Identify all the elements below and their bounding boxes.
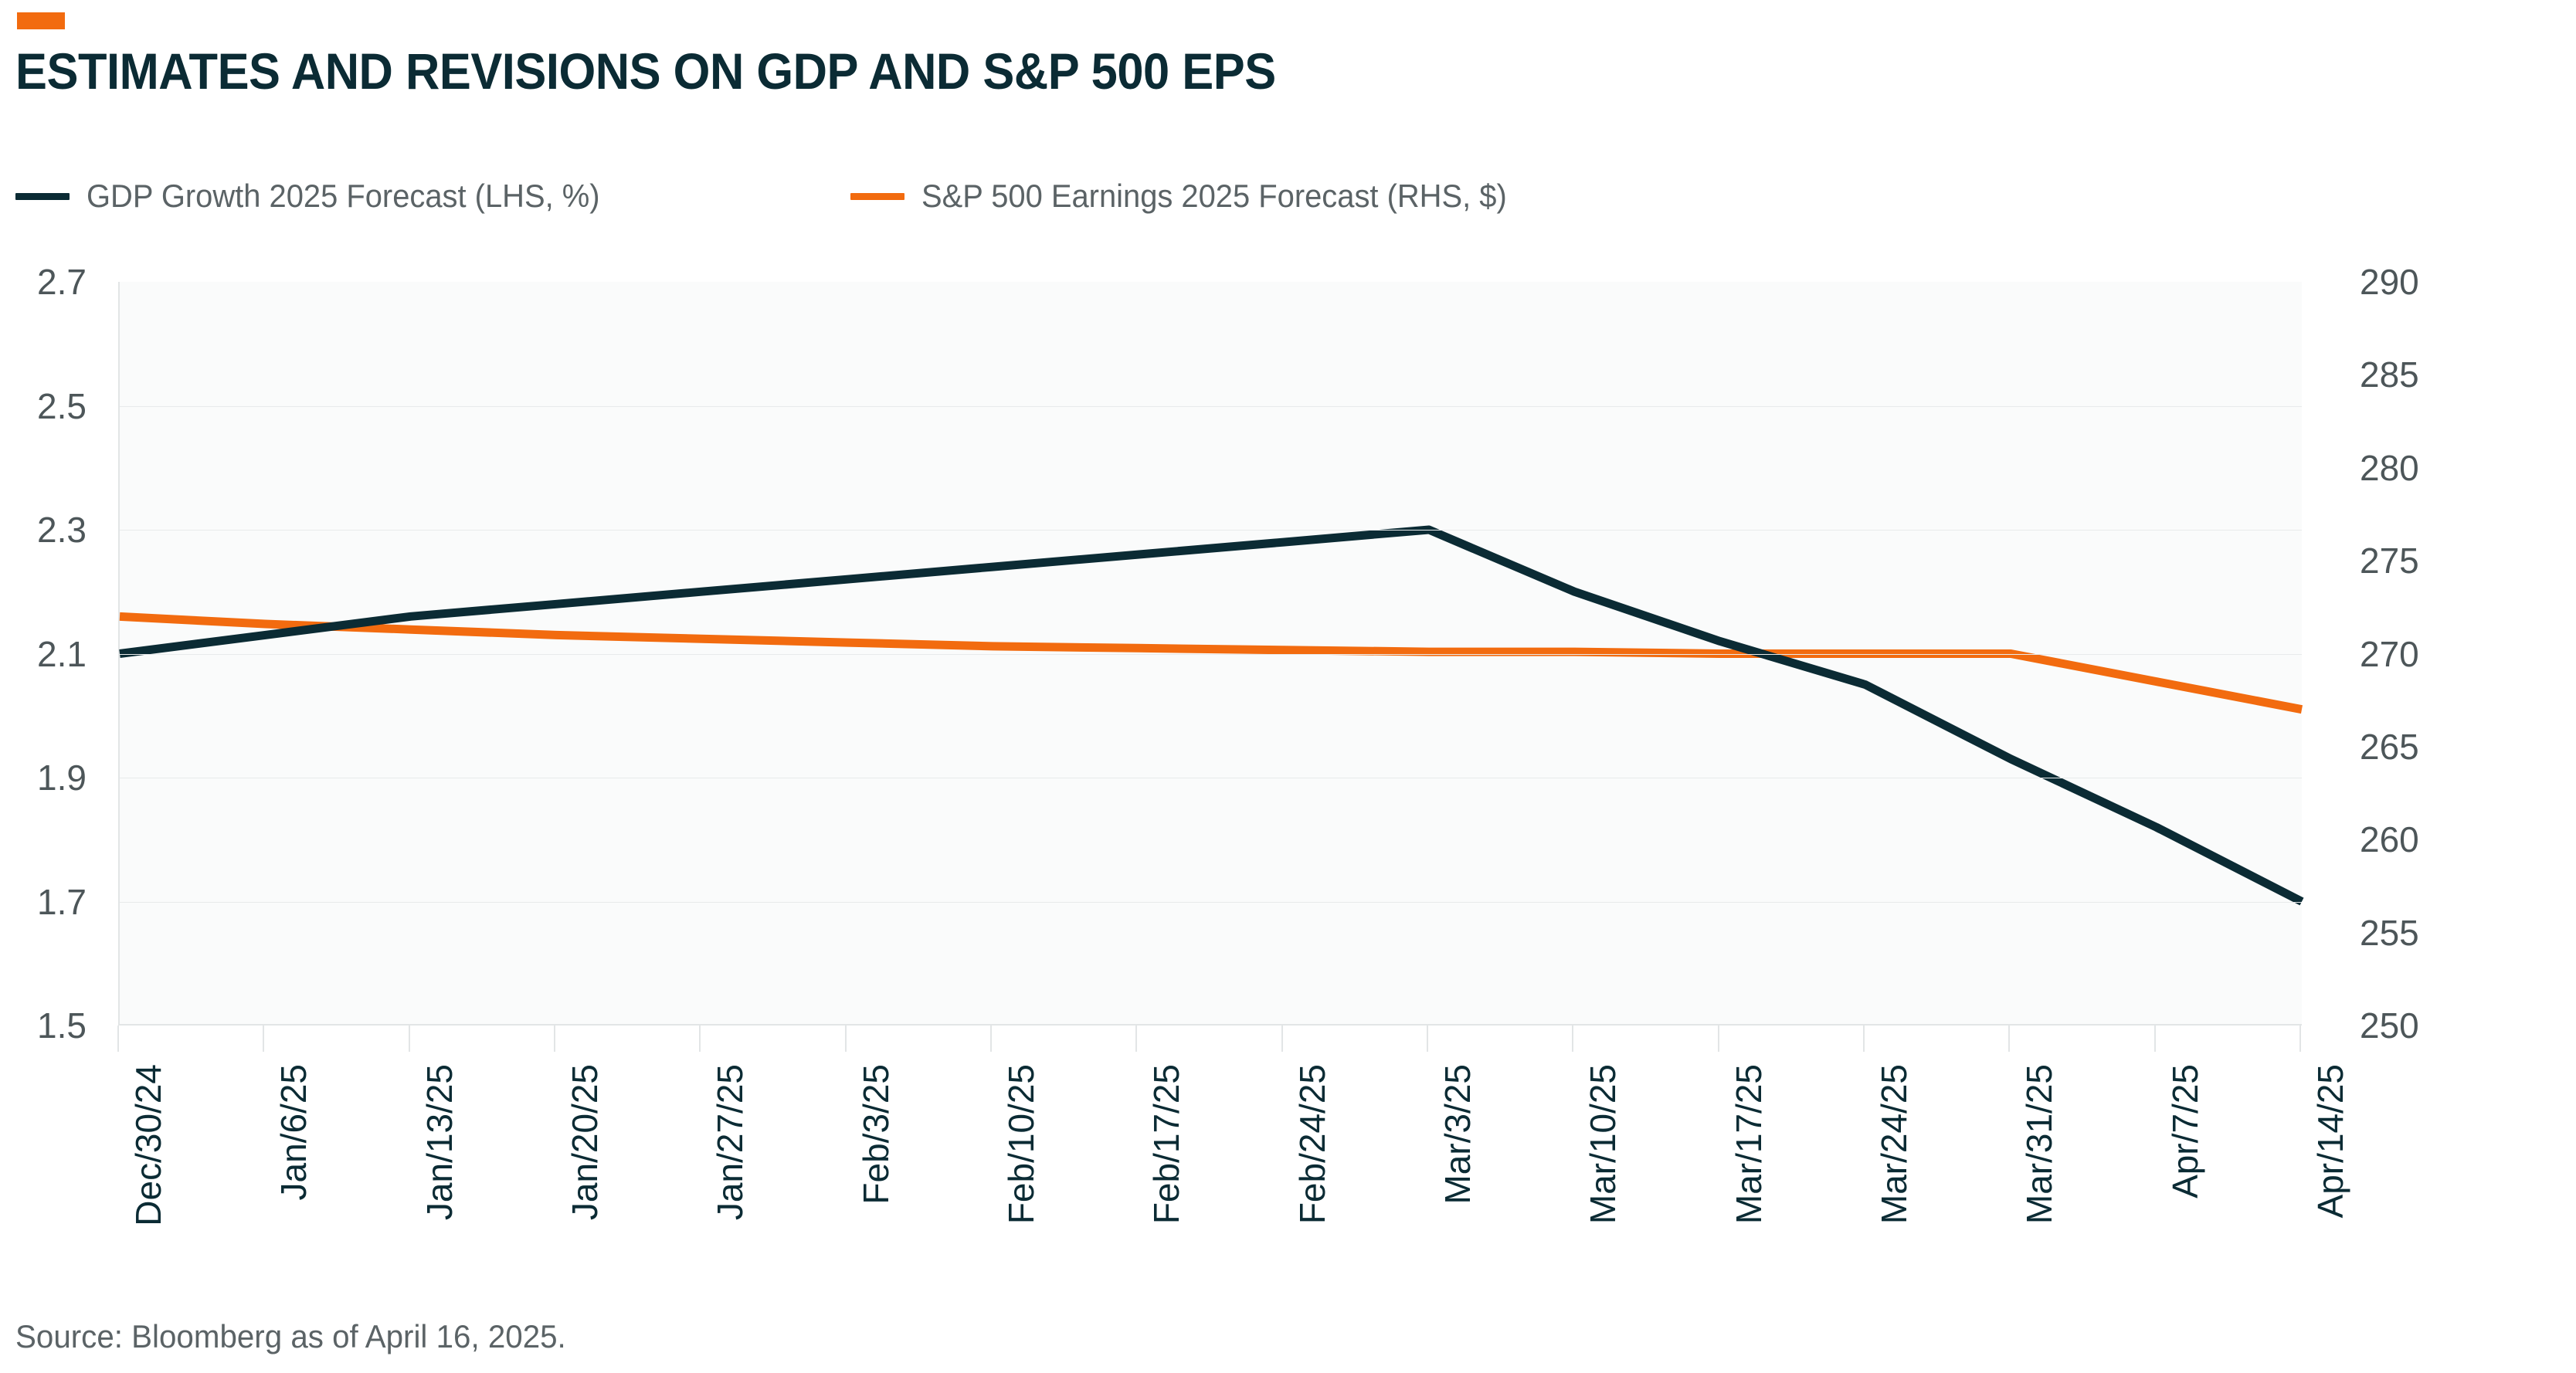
- x-axis: Dec/30/24 Jan/6/25 Jan/13/25 Jan/20/25 Jan/2…: [117, 1026, 2350, 1280]
- x-tick-mark: [1427, 1026, 1428, 1052]
- x-tick-mark: [1281, 1026, 1283, 1052]
- x-tick-mark: [1572, 1026, 1574, 1052]
- y-tick-left: 2.3: [37, 510, 87, 550]
- x-tick-label: Feb/3/25: [855, 1064, 896, 1205]
- accent-bar: [17, 12, 65, 29]
- x-tick-mark: [2299, 1026, 2301, 1052]
- x-tick-mark: [2008, 1026, 2011, 1052]
- legend-label-eps: S&P 500 Earnings 2025 Forecast (RHS, $): [921, 178, 1508, 214]
- x-tick-label: Apr/14/25: [2310, 1064, 2350, 1219]
- x-tick-mark: [2153, 1026, 2156, 1052]
- y-tick-left: 2.1: [37, 633, 87, 674]
- y-tick-right: 280: [2360, 447, 2419, 488]
- gridline: [120, 653, 2302, 655]
- plot-canvas: [118, 282, 2302, 1026]
- series-line: [120, 530, 2302, 902]
- x-tick-mark: [408, 1026, 410, 1052]
- x-tick-label: Mar/3/25: [1437, 1064, 1478, 1205]
- y-tick-right: 270: [2360, 633, 2419, 674]
- x-tick-mark: [554, 1026, 555, 1052]
- x-tick-label: Mar/10/25: [1583, 1064, 1624, 1225]
- x-tick-label: Apr/7/25: [2164, 1064, 2205, 1198]
- x-tick-label: Mar/17/25: [1728, 1064, 1769, 1225]
- y-tick-right: 275: [2360, 541, 2419, 581]
- x-tick-label: Jan/13/25: [419, 1064, 460, 1221]
- x-tick-mark: [263, 1026, 265, 1052]
- plot-area: 2.7 2.5 2.3 2.1 1.9 1.7 1.5 290 285 280 275 270 265…: [0, 255, 2576, 1073]
- source-note: Source: Bloomberg as of April 16, 2025.: [15, 1318, 566, 1354]
- x-tick-label: Feb/10/25: [1001, 1064, 1041, 1225]
- gridline: [120, 530, 2302, 531]
- y-axis-left: 2.7 2.5 2.3 2.1 1.9 1.7 1.5: [0, 255, 100, 1043]
- y-tick-right: 250: [2360, 1005, 2419, 1046]
- x-tick-label: Mar/24/25: [1874, 1064, 1914, 1225]
- y-axis-right: 290 285 280 275 270 265 260 255 250: [2360, 255, 2545, 1043]
- y-tick-left: 1.9: [37, 758, 87, 798]
- y-tick-right: 290: [2360, 262, 2419, 302]
- plot-bottom-rule: [120, 1024, 2302, 1026]
- series-line: [120, 616, 2302, 709]
- x-tick-mark: [117, 1026, 119, 1052]
- x-tick-label: Jan/27/25: [710, 1064, 751, 1221]
- x-tick-label: Jan/6/25: [273, 1064, 314, 1201]
- x-tick-label: Feb/24/25: [1291, 1064, 1332, 1225]
- y-tick-right: 285: [2360, 354, 2419, 395]
- y-tick-left: 1.7: [37, 881, 87, 922]
- gridline: [120, 405, 2302, 407]
- x-tick-label: Mar/31/25: [2019, 1064, 2060, 1225]
- page-title: ESTIMATES AND REVISIONS ON GDP AND S&P 5…: [15, 42, 1276, 100]
- y-tick-left: 2.5: [37, 385, 87, 426]
- x-tick-mark: [1135, 1026, 1138, 1052]
- y-tick-left: 2.7: [37, 262, 87, 302]
- gridline: [120, 901, 2302, 903]
- x-tick-label: Dec/30/24: [128, 1064, 168, 1226]
- x-tick-mark: [699, 1026, 701, 1052]
- legend-item-eps: S&P 500 Earnings 2025 Forecast (RHS, $): [850, 177, 1538, 215]
- y-tick-right: 265: [2360, 726, 2419, 767]
- x-tick-mark: [1863, 1026, 1865, 1052]
- y-tick-left: 1.5: [37, 1005, 87, 1046]
- y-tick-right: 260: [2360, 819, 2419, 860]
- legend-swatch-gdp: [15, 192, 70, 200]
- x-tick-mark: [1717, 1026, 1719, 1052]
- x-tick-label: Jan/20/25: [565, 1064, 605, 1221]
- x-tick-label: Feb/17/25: [1146, 1064, 1187, 1225]
- legend-item-gdp: GDP Growth 2025 Forecast (LHS, %): [15, 177, 626, 215]
- chart-legend: GDP Growth 2025 Forecast (LHS, %) S&P 50…: [15, 175, 1538, 218]
- x-tick-mark: [990, 1026, 992, 1052]
- x-tick-mark: [844, 1026, 847, 1052]
- legend-label-gdp: GDP Growth 2025 Forecast (LHS, %): [87, 178, 600, 214]
- y-tick-right: 255: [2360, 912, 2419, 953]
- legend-swatch-eps: [850, 192, 905, 200]
